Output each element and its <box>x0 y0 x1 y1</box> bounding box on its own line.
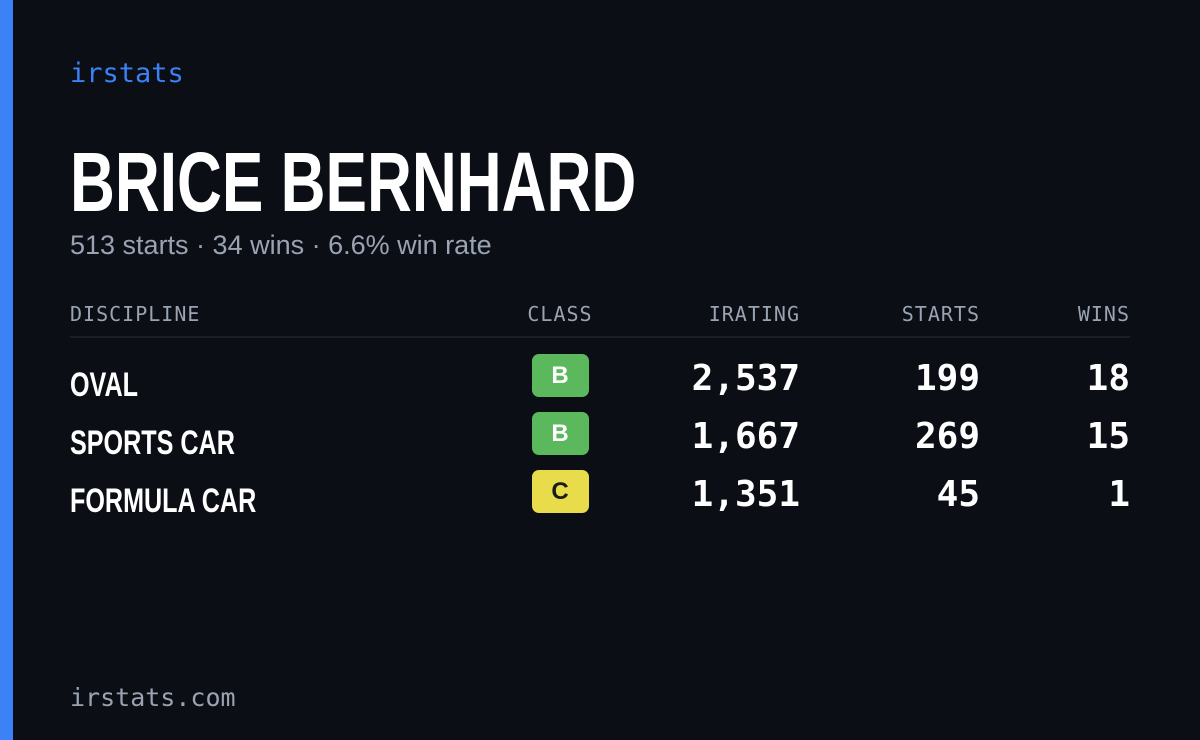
class-badge <box>532 470 589 513</box>
wins: 18 <box>1087 358 1130 399</box>
driver-summary: 513 starts · 34 wins · 6.6% win rate <box>70 230 492 260</box>
starts: 199 <box>915 358 980 399</box>
brand: irstats <box>70 58 184 89</box>
class-letter: B <box>551 362 568 389</box>
discipline-group: FORMULA CAR <box>70 482 256 520</box>
wins: 1 <box>1108 474 1130 515</box>
column-header: CLASS <box>527 302 592 326</box>
column-header: IRATING <box>709 302 800 326</box>
wins: 15 <box>1087 416 1130 457</box>
class-badge <box>532 354 589 397</box>
column-header: DISCIPLINE <box>70 302 200 326</box>
starts: 45 <box>937 474 980 515</box>
discipline: FORMULA CAR <box>70 482 256 520</box>
column-header: WINS <box>1078 302 1130 326</box>
driver-name: BRICE BERNHARD <box>70 135 636 229</box>
irating: 1,351 <box>692 474 800 515</box>
starts: 269 <box>915 416 980 457</box>
class-badge <box>532 412 589 455</box>
discipline-group: OVAL <box>70 366 138 404</box>
accent-bar <box>0 0 13 740</box>
class-letter: C <box>551 478 568 505</box>
discipline: OVAL <box>70 366 138 404</box>
column-header: STARTS <box>902 302 980 326</box>
title-group: BRICE BERNHARD <box>70 135 636 229</box>
irating: 2,537 <box>692 358 800 399</box>
discipline-group: SPORTS CAR <box>70 424 235 462</box>
footer: irstats.com <box>70 683 236 712</box>
class-letter: B <box>551 420 568 447</box>
irating: 1,667 <box>692 416 800 457</box>
discipline: SPORTS CAR <box>70 424 235 462</box>
